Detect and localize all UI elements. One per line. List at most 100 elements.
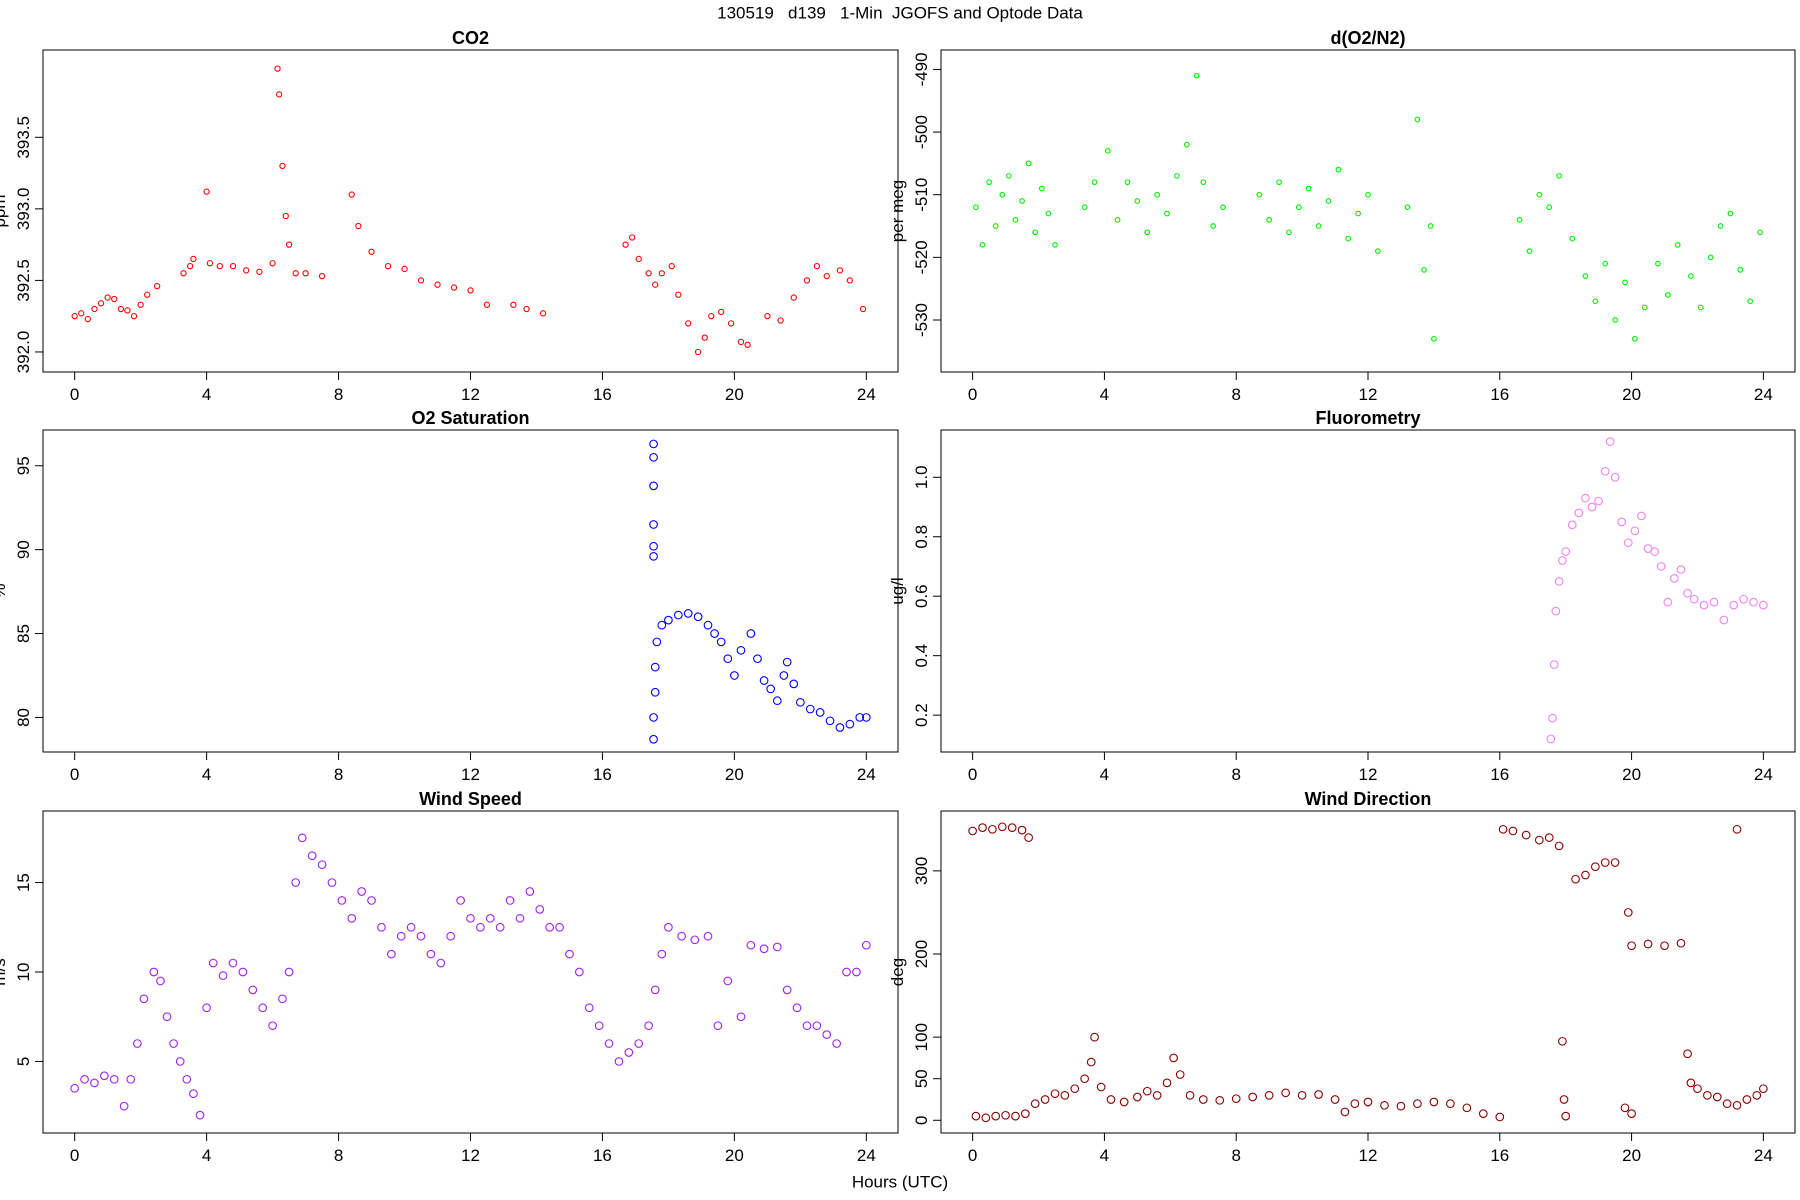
data-point [1276, 179, 1282, 186]
data-point [1427, 223, 1434, 229]
data-point [1286, 229, 1292, 236]
data-point [1162, 1078, 1172, 1088]
plot-frame [940, 49, 1796, 373]
data-point [1134, 198, 1141, 204]
data-point [842, 967, 851, 977]
panel-title: CO2 [452, 28, 489, 48]
data-point [1689, 594, 1699, 604]
data-point [291, 878, 301, 887]
data-point [91, 305, 98, 313]
data-point [716, 637, 726, 647]
y-tick-label: 15 [14, 873, 33, 892]
data-point [1574, 508, 1584, 518]
data-point [1091, 179, 1098, 186]
data-point [1752, 1090, 1762, 1100]
data-point [861, 940, 871, 950]
data-point [169, 1039, 178, 1048]
data-point [1175, 1070, 1185, 1079]
data-point [1070, 1084, 1080, 1094]
data-point [1742, 1095, 1752, 1104]
data-point [836, 267, 844, 274]
data-point [1152, 1090, 1162, 1100]
data-point [1554, 841, 1564, 851]
data-point [1038, 185, 1045, 192]
data-point [149, 967, 159, 977]
data-point [180, 270, 187, 277]
data-point [1719, 615, 1729, 625]
data-point [1295, 204, 1302, 211]
data-point [664, 615, 673, 625]
data-point [652, 637, 662, 647]
y-tick-label: 392.5 [14, 259, 33, 302]
data-point [202, 1003, 211, 1013]
data-point [1674, 241, 1681, 248]
panel: Wind Direction deg 0 4 8 12 16 20 24 0 50 100 200 300 [888, 789, 1796, 1165]
data-point [981, 1113, 991, 1123]
x-tick-label: 16 [1490, 1146, 1509, 1165]
data-point [1602, 260, 1609, 267]
data-point [1747, 298, 1754, 305]
data-point [1345, 235, 1352, 242]
data-point [1183, 141, 1190, 148]
data-point [782, 657, 792, 667]
y-tick-label: 0.2 [912, 703, 931, 727]
data-point [1656, 562, 1666, 571]
data-point [1315, 223, 1322, 229]
data-point [485, 913, 495, 923]
data-point [104, 294, 111, 301]
data-point [1020, 1109, 1030, 1118]
data-point [789, 679, 799, 689]
data-point [258, 1003, 268, 1013]
data-point [1431, 335, 1437, 342]
data-point [238, 967, 248, 977]
data-point [759, 676, 769, 685]
data-point [1727, 210, 1734, 217]
data-point [1363, 1097, 1373, 1107]
data-point [327, 878, 337, 887]
data-point [436, 958, 446, 968]
y-tick-label: -520 [912, 240, 931, 274]
data-point [1032, 229, 1039, 236]
plot-frame [42, 810, 899, 1134]
data-point [1404, 204, 1411, 211]
data-point [649, 481, 658, 491]
data-point [1546, 734, 1556, 744]
x-tick-label: 12 [461, 765, 480, 784]
data-point [78, 310, 85, 317]
data-point [999, 191, 1006, 198]
data-point [195, 1110, 205, 1120]
data-point [1011, 1111, 1020, 1121]
data-point [278, 994, 287, 1004]
data-point [1521, 830, 1531, 840]
data-point [84, 315, 92, 323]
data-point [845, 719, 855, 729]
data-point [1759, 600, 1768, 610]
data-point [1325, 198, 1332, 204]
data-point [1498, 824, 1508, 834]
data-point [1707, 254, 1714, 261]
data-point [1193, 72, 1200, 79]
data-point [746, 629, 756, 638]
x-tick-label: 16 [593, 385, 612, 404]
y-tick-label: 300 [912, 857, 931, 885]
data-point [1676, 938, 1686, 948]
data-point [861, 713, 871, 722]
data-point [523, 305, 530, 313]
data-point [367, 896, 376, 905]
data-point [1582, 273, 1589, 280]
data-point [80, 1074, 89, 1084]
y-tick-label: -530 [912, 303, 931, 337]
data-point [1060, 1090, 1070, 1100]
data-point [505, 896, 515, 905]
y-tick-label: 5 [14, 1057, 33, 1066]
y-tick-label: 95 [14, 456, 33, 475]
data-point [1516, 216, 1523, 223]
data-point [1693, 1084, 1702, 1094]
panel-title: d(O2/N2) [1330, 28, 1405, 48]
data-point [1558, 1036, 1567, 1046]
data-point [730, 671, 739, 680]
data-point [813, 262, 821, 270]
data-point [1558, 556, 1567, 565]
data-point [190, 255, 197, 263]
data-point [525, 887, 535, 896]
